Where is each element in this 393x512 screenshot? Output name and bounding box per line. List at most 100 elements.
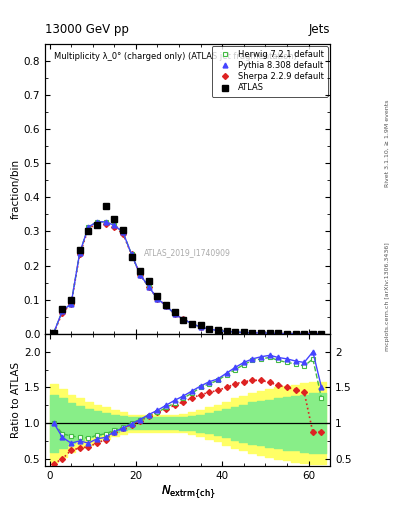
Pythia 8.308 default [164, 303, 169, 309]
Herwig 7.2.1 default [310, 331, 315, 337]
Herwig 7.2.1 default [198, 324, 203, 330]
Pythia 8.308 default [129, 251, 134, 258]
Pythia 8.308 default [302, 331, 307, 337]
Text: Rivet 3.1.10, ≥ 1.9M events: Rivet 3.1.10, ≥ 1.9M events [385, 100, 390, 187]
Pythia 8.308 default [60, 308, 65, 314]
Herwig 7.2.1 default [207, 326, 211, 332]
Sherpa 2.2.9 default [293, 331, 298, 337]
ATLAS [112, 217, 117, 223]
ATLAS [302, 331, 307, 337]
Herwig 7.2.1 default [95, 219, 99, 225]
Sherpa 2.2.9 default [173, 311, 177, 317]
Pythia 8.308 default [181, 316, 186, 322]
Sherpa 2.2.9 default [51, 330, 56, 336]
Pythia 8.308 default [319, 331, 324, 337]
Pythia 8.308 default [250, 330, 255, 336]
Pythia 8.308 default [51, 330, 56, 336]
Pythia 8.308 default [267, 330, 272, 336]
Text: 13000 GeV pp: 13000 GeV pp [45, 23, 129, 36]
Pythia 8.308 default [189, 321, 194, 327]
Pythia 8.308 default [224, 329, 229, 335]
ATLAS [173, 309, 177, 315]
Sherpa 2.2.9 default [302, 331, 307, 337]
ATLAS [215, 327, 220, 333]
ATLAS [207, 326, 211, 332]
Herwig 7.2.1 default [77, 249, 82, 255]
Herwig 7.2.1 default [259, 330, 263, 336]
X-axis label: $N_{\rm extrm\{ch\}}$: $N_{\rm extrm\{ch\}}$ [0, 511, 1, 512]
ATLAS [155, 293, 160, 300]
Herwig 7.2.1 default [224, 329, 229, 335]
Sherpa 2.2.9 default [267, 330, 272, 336]
ATLAS [51, 330, 56, 336]
Pythia 8.308 default [285, 331, 289, 337]
ATLAS [86, 228, 91, 234]
Line: ATLAS: ATLAS [51, 203, 324, 336]
Herwig 7.2.1 default [267, 330, 272, 336]
Sherpa 2.2.9 default [69, 301, 73, 307]
ATLAS [267, 330, 272, 336]
Legend: Herwig 7.2.1 default, Pythia 8.308 default, Sherpa 2.2.9 default, ATLAS: Herwig 7.2.1 default, Pythia 8.308 defau… [212, 46, 328, 97]
Sherpa 2.2.9 default [121, 231, 125, 237]
Herwig 7.2.1 default [155, 295, 160, 302]
Line: Pythia 8.308 default: Pythia 8.308 default [51, 220, 324, 336]
Pythia 8.308 default [207, 326, 211, 332]
Pythia 8.308 default [86, 224, 91, 230]
Herwig 7.2.1 default [250, 330, 255, 336]
Y-axis label: Ratio to ATLAS: Ratio to ATLAS [11, 362, 21, 438]
Herwig 7.2.1 default [51, 330, 56, 336]
Sherpa 2.2.9 default [215, 328, 220, 334]
Sherpa 2.2.9 default [224, 329, 229, 335]
ATLAS [189, 321, 194, 327]
Sherpa 2.2.9 default [112, 224, 117, 230]
Herwig 7.2.1 default [181, 316, 186, 322]
ATLAS [224, 328, 229, 334]
Sherpa 2.2.9 default [77, 251, 82, 258]
ATLAS [129, 254, 134, 260]
Text: $N_{\mathregular{extrm\{ch\}}}$: $N_{\mathregular{extrm\{ch\}}}$ [162, 483, 216, 501]
ATLAS [319, 331, 324, 337]
ATLAS [285, 331, 289, 337]
ATLAS [198, 323, 203, 329]
Pythia 8.308 default [95, 219, 99, 225]
Pythia 8.308 default [310, 331, 315, 337]
ATLAS [241, 329, 246, 335]
Pythia 8.308 default [241, 330, 246, 336]
ATLAS [233, 329, 237, 335]
Sherpa 2.2.9 default [285, 331, 289, 337]
Pythia 8.308 default [155, 295, 160, 302]
Pythia 8.308 default [215, 328, 220, 334]
Sherpa 2.2.9 default [198, 324, 203, 330]
Pythia 8.308 default [276, 331, 281, 337]
Text: ATLAS_2019_I1740909: ATLAS_2019_I1740909 [144, 248, 231, 257]
Herwig 7.2.1 default [189, 321, 194, 327]
Pythia 8.308 default [198, 324, 203, 330]
Herwig 7.2.1 default [164, 303, 169, 309]
Sherpa 2.2.9 default [60, 310, 65, 316]
ATLAS [69, 296, 73, 303]
Text: Multiplicity λ_0° (charged only) (ATLAS jet fragmentation): Multiplicity λ_0° (charged only) (ATLAS … [54, 52, 297, 61]
Sherpa 2.2.9 default [189, 321, 194, 327]
Pythia 8.308 default [69, 301, 73, 307]
ATLAS [310, 331, 315, 337]
ATLAS [293, 331, 298, 337]
ATLAS [121, 227, 125, 233]
Herwig 7.2.1 default [293, 331, 298, 337]
Text: Jets: Jets [309, 23, 330, 36]
Herwig 7.2.1 default [215, 328, 220, 334]
Herwig 7.2.1 default [121, 229, 125, 235]
Line: Herwig 7.2.1 default: Herwig 7.2.1 default [51, 220, 324, 336]
Pythia 8.308 default [112, 222, 117, 228]
Herwig 7.2.1 default [69, 301, 73, 307]
Pythia 8.308 default [173, 311, 177, 317]
Herwig 7.2.1 default [302, 331, 307, 337]
ATLAS [250, 330, 255, 336]
Text: $N_{\rm extrm\{ch\}}$: $N_{\rm extrm\{ch\}}$ [162, 483, 216, 501]
Pythia 8.308 default [233, 329, 237, 335]
Sherpa 2.2.9 default [310, 331, 315, 337]
Sherpa 2.2.9 default [129, 251, 134, 258]
Sherpa 2.2.9 default [181, 316, 186, 322]
Herwig 7.2.1 default [60, 308, 65, 314]
Herwig 7.2.1 default [319, 331, 324, 337]
Sherpa 2.2.9 default [164, 303, 169, 309]
